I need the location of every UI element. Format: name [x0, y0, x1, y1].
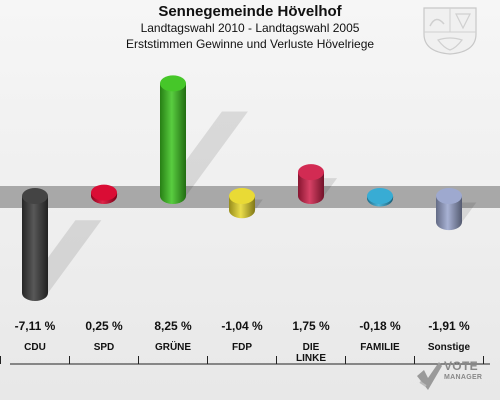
value-label-die-linke: 1,75 % — [292, 319, 330, 333]
bar-cap-die-linke — [298, 164, 324, 181]
chart-subtitle-2: Erststimmen Gewinne und Verluste Hövelri… — [125, 37, 375, 51]
nrw-coat-of-arms-icon — [423, 7, 477, 55]
bar-cap-fdp — [229, 188, 255, 204]
votemanager-logo: VOTE MANAGER — [414, 358, 494, 394]
value-label-sonstige: -1,91 % — [428, 319, 470, 333]
value-label-spd: 0,25 % — [85, 319, 123, 333]
category-label-spd: SPD — [94, 342, 115, 353]
category-label-sonstige: Sonstige — [428, 342, 471, 353]
logo-word-vote: VOTE — [444, 359, 478, 373]
category-label-fdp: FDP — [232, 342, 252, 353]
category-label-die-linke: LINKE — [296, 353, 326, 364]
chart-subtitle-1: Landtagswahl 2010 - Landtagswahl 2005 — [140, 21, 360, 35]
logo-word-manager: MANAGER — [444, 374, 483, 381]
chart-title: Sennegemeinde Hövelhof — [158, 3, 342, 20]
category-label-familie: FAMILIE — [360, 342, 400, 353]
bar-cap-spd — [91, 184, 117, 201]
bar-cap-cdu — [22, 188, 48, 204]
value-label-familie: -0,18 % — [359, 319, 401, 333]
value-label-gruene: 8,25 % — [154, 319, 192, 333]
bar-cap-familie — [367, 188, 393, 204]
bar-gruene — [160, 83, 186, 204]
category-label-gruene: GRÜNE — [155, 340, 191, 353]
bar-die-linke — [298, 172, 324, 204]
category-label-die-linke: DIE — [303, 342, 320, 353]
bar-cap-gruene — [160, 75, 186, 92]
bar-cap-sonstige — [436, 188, 462, 204]
category-label-cdu: CDU — [24, 342, 46, 353]
checkmark-icon — [417, 362, 442, 390]
value-label-fdp: -1,04 % — [221, 319, 263, 333]
value-label-cdu: -7,11 % — [15, 319, 56, 333]
bar-sonstige — [436, 196, 462, 231]
bar-cdu — [22, 196, 48, 302]
